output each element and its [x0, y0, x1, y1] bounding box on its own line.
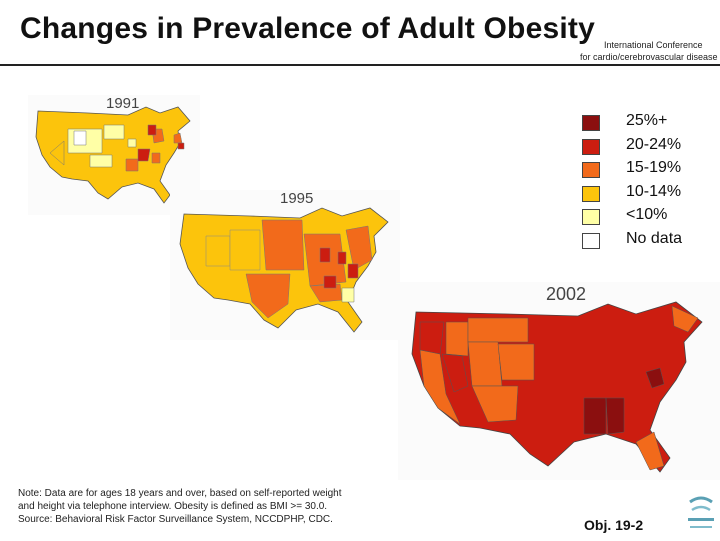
- legend-label: 25%+: [626, 112, 668, 129]
- source-note: Note: Data are for ages 18 years and ove…: [18, 487, 390, 526]
- map-1991: 1991: [28, 95, 200, 215]
- legend-label: 20-24%: [626, 135, 682, 153]
- legend-swatch: [582, 209, 600, 226]
- legend-label: 15-19%: [626, 159, 682, 177]
- map-1995-svg: [170, 190, 400, 340]
- legend-swatch: [582, 115, 600, 131]
- legend-swatch: [582, 162, 600, 179]
- conference-line-1: International Conference: [604, 40, 703, 50]
- page-title: Changes in Prevalence of Adult Obesity: [20, 12, 595, 45]
- agency-logo-icon: [686, 492, 716, 541]
- map-2002-svg: [398, 282, 720, 480]
- legend-label: <10%: [626, 206, 668, 224]
- legend-swatch: [582, 232, 600, 249]
- legend-swatch: [582, 138, 600, 155]
- note-line-2: and height via telephone interview. Obes…: [18, 501, 328, 512]
- map-2002: 2002: [398, 282, 720, 480]
- conference-line-2: for cardio/cerebrovascular disease: [580, 52, 718, 62]
- legend-label: No data: [626, 229, 683, 247]
- map-1995: 1995: [170, 190, 400, 340]
- title-divider: [0, 64, 720, 66]
- map-2002-year: 2002: [546, 284, 587, 304]
- legend-label: 10-14%: [626, 182, 682, 200]
- map-1995-year: 1995: [280, 190, 314, 207]
- objective-label: Obj. 19-2: [584, 517, 644, 533]
- map-1991-year: 1991: [106, 95, 140, 112]
- note-line-3: Source: Behavioral Risk Factor Surveilla…: [18, 514, 333, 525]
- map-1991-svg: [28, 95, 200, 215]
- legend-swatch: [582, 185, 600, 202]
- objective-box: Obj. 19-2: [570, 510, 680, 540]
- agency-logo-svg: [688, 496, 714, 528]
- note-line-1: Note: Data are for ages 18 years and ove…: [18, 488, 342, 499]
